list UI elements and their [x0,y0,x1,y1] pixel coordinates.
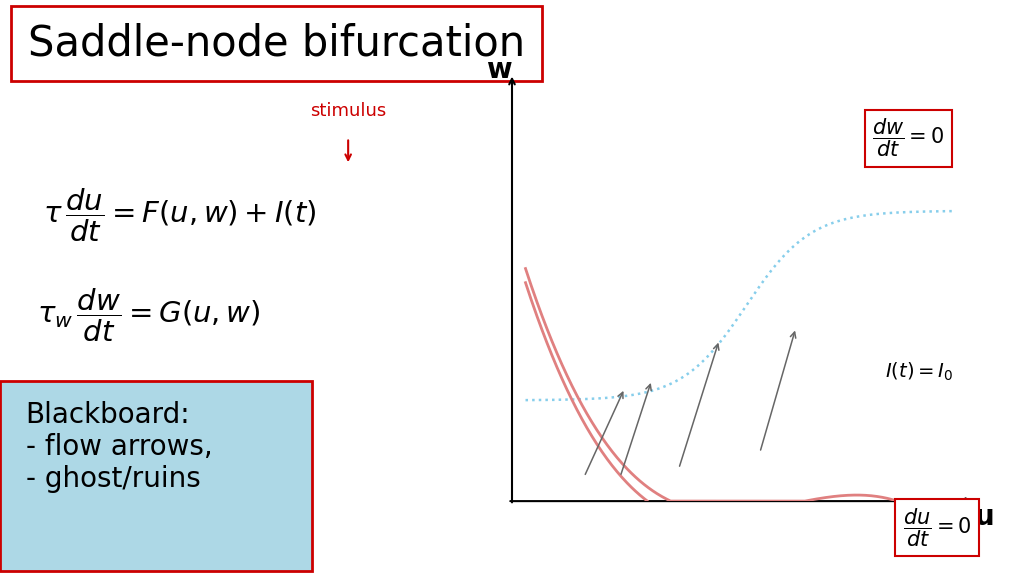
Text: $\tau \, \dfrac{du}{dt} = F(u,w) + I(t)$: $\tau \, \dfrac{du}{dt} = F(u,w) + I(t)$ [43,187,315,244]
Text: Saddle-node bifurcation: Saddle-node bifurcation [28,22,525,64]
Text: $\tau_w \, \dfrac{dw}{dt} = G(u,w)$: $\tau_w \, \dfrac{dw}{dt} = G(u,w)$ [37,287,260,344]
FancyBboxPatch shape [0,381,312,571]
Text: Blackboard:
- flow arrows,
- ghost/ruins: Blackboard: - flow arrows, - ghost/ruins [26,401,212,494]
Text: u: u [975,503,995,531]
Text: $\dfrac{dw}{dt} = 0$: $\dfrac{dw}{dt} = 0$ [872,117,945,160]
Text: $\dfrac{du}{dt} = 0$: $\dfrac{du}{dt} = 0$ [903,506,971,549]
Text: $I(t){=}I_0$: $I(t){=}I_0$ [886,361,953,383]
Text: stimulus: stimulus [310,102,386,120]
Text: w: w [485,56,511,84]
